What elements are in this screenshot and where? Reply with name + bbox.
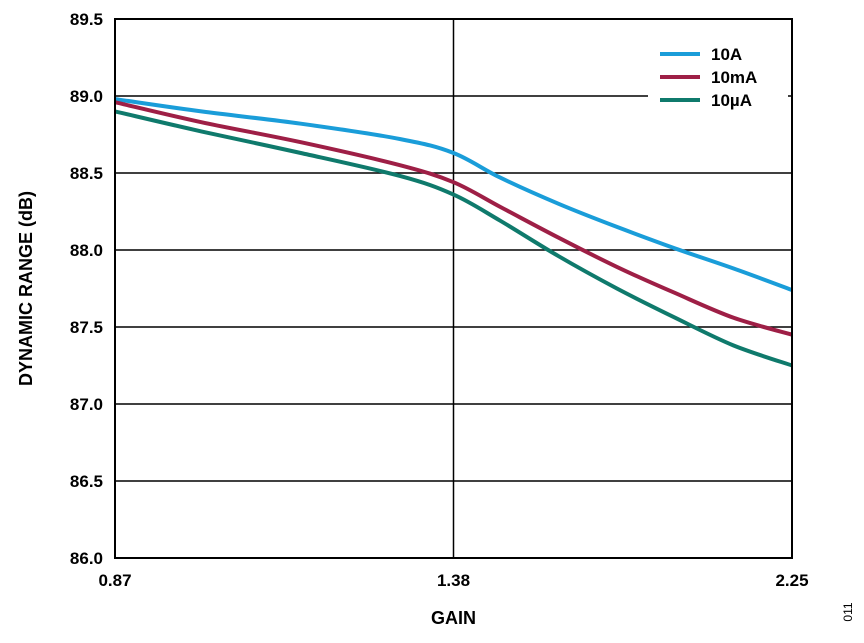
y-tick-label: 87.5 [70,318,103,337]
series-line-0 [114,97,793,292]
x-tick-label: 1.38 [437,571,470,590]
y-tick-label: 86.0 [70,549,103,568]
legend: 10A 10mA 10µA [648,40,788,114]
series-lines [114,97,793,368]
y-tick-label: 87.0 [70,395,103,414]
legend-label-0: 10A [711,45,742,64]
y-tick-labels: 86.0 86.5 87.0 87.5 88.0 88.5 89.0 89.5 [70,10,103,568]
y-tick-label: 89.5 [70,10,103,29]
y-tick-label: 88.5 [70,164,103,183]
y-axis-title: DYNAMIC RANGE (dB) [16,191,36,386]
figure-id: 011 [841,602,855,621]
series-line-1 [114,100,793,337]
legend-label-1: 10mA [711,68,757,87]
y-tick-label: 86.5 [70,472,103,491]
x-tick-labels: 0.87 1.38 2.25 [98,571,808,590]
series-line-2 [114,109,793,368]
y-tick-label: 89.0 [70,87,103,106]
y-tick-label: 88.0 [70,241,103,260]
x-axis-title: GAIN [431,608,476,628]
legend-label-2: 10µA [711,91,752,110]
plot-frame [114,18,793,559]
x-tick-label: 2.25 [775,571,808,590]
x-tick-label: 0.87 [98,571,131,590]
